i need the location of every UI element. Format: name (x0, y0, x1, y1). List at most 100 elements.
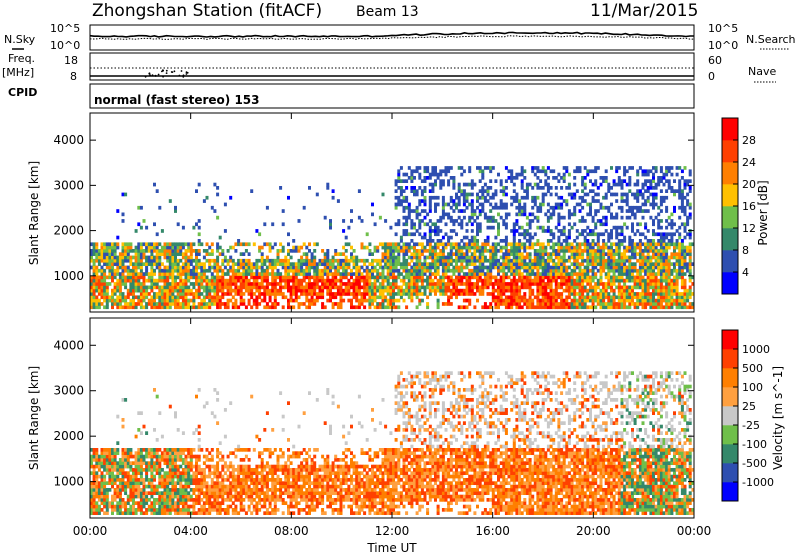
power-cell (591, 275, 595, 280)
power-cell (649, 302, 653, 306)
power-cell (200, 282, 204, 286)
power-cell (384, 285, 388, 290)
power-cell (423, 209, 427, 213)
power-cell (599, 305, 603, 310)
power-cell (541, 249, 545, 253)
power-cell (229, 275, 233, 280)
power-cell (449, 275, 453, 280)
power-cell (557, 258, 561, 263)
power-cell (363, 288, 367, 293)
power-cell (673, 189, 676, 193)
power-cell (673, 232, 676, 237)
power-cell (457, 265, 461, 270)
power-cell (462, 195, 466, 200)
power-cell (300, 302, 304, 306)
power-cell (670, 262, 674, 266)
power-cell (494, 255, 498, 260)
power-cell (271, 285, 275, 290)
power-cell (678, 262, 682, 266)
power-cell (518, 199, 522, 203)
power-cell (402, 282, 406, 286)
power-cell (649, 239, 653, 243)
power-cell (678, 268, 682, 273)
power-cell (667, 232, 671, 237)
power-cell (470, 268, 474, 273)
power-cell (339, 292, 343, 296)
power-cell (683, 209, 687, 213)
power-cell (468, 292, 472, 296)
power-cell (686, 265, 690, 270)
power-cell (512, 229, 516, 233)
power-cell (478, 202, 482, 207)
power-cell (502, 268, 506, 273)
power-cell (139, 242, 143, 247)
power-cell (675, 166, 679, 170)
power-cell (476, 222, 479, 227)
power-cell (591, 258, 595, 263)
power-cell (108, 252, 112, 256)
power-cell (444, 262, 448, 266)
power-cell (662, 239, 666, 243)
power-cell (617, 176, 621, 180)
power-cell (617, 298, 621, 303)
power-cell (499, 215, 503, 220)
power-cell (202, 295, 206, 300)
power-cell (428, 235, 432, 240)
power-cell (276, 252, 280, 256)
power-cell (615, 235, 619, 240)
power-cell (523, 189, 527, 193)
power-cell (202, 255, 206, 260)
power-cell (386, 265, 390, 270)
power-cell (531, 262, 535, 266)
power-cell (205, 285, 209, 290)
power-cell (163, 298, 167, 303)
power-cell (184, 302, 188, 306)
power-cell (510, 229, 514, 233)
power-cell (636, 182, 640, 187)
power-cell (460, 292, 464, 296)
power-cell (342, 288, 346, 293)
power-cell (631, 192, 634, 197)
power-cell (189, 268, 193, 273)
power-cell (289, 278, 293, 283)
power-cell (589, 179, 592, 183)
power-cell (195, 288, 198, 293)
power-cell (549, 245, 553, 250)
power-cell (344, 262, 348, 266)
power-cell (518, 278, 522, 283)
power-cell (208, 298, 212, 303)
power-cell (449, 302, 453, 306)
power-cell (586, 242, 590, 247)
power-cell (108, 242, 112, 247)
power-cell (602, 282, 606, 286)
power-cell (586, 239, 590, 243)
power-cell (105, 282, 109, 286)
power-cell (536, 225, 540, 230)
power-cell (187, 305, 191, 310)
power-cell (244, 272, 248, 276)
power-cell (659, 235, 663, 240)
power-cell (153, 262, 156, 266)
power-cell (528, 262, 532, 266)
power-cell (231, 295, 235, 300)
power-cell (92, 265, 96, 270)
power-cell (287, 298, 290, 303)
power-cell (431, 272, 435, 276)
power-cell (292, 265, 296, 270)
power-cell (652, 298, 655, 303)
power-cell (520, 209, 524, 213)
power-cell (153, 249, 156, 253)
power-cell (444, 268, 448, 273)
power-cell (494, 298, 498, 303)
power-cell (541, 229, 545, 233)
power-cell (667, 166, 671, 170)
power-cell (533, 195, 537, 200)
power-cell (229, 265, 233, 270)
power-cell (578, 252, 582, 256)
power-cell (657, 292, 661, 296)
power-cell (644, 199, 648, 203)
power-cell (599, 298, 603, 303)
power-cell (623, 192, 627, 197)
power-cell (92, 252, 96, 256)
power-cell (410, 295, 414, 300)
